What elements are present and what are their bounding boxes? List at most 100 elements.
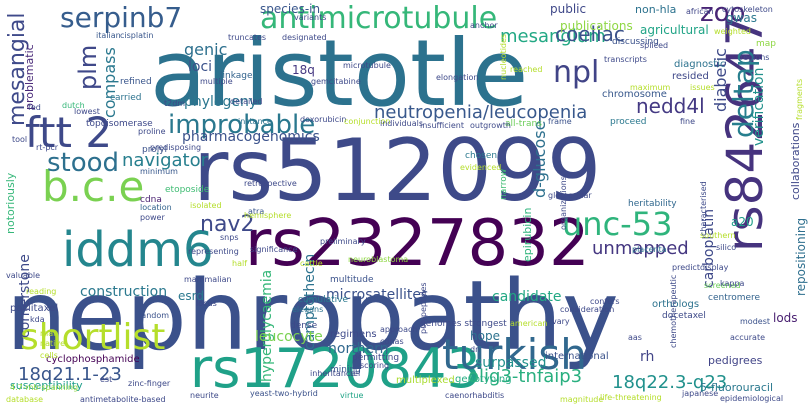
word-cloud-word: detailed (230, 97, 263, 106)
word-cloud-word: verification (751, 67, 767, 146)
word-cloud-word: species-in (260, 2, 321, 16)
word-cloud-word: compass (100, 47, 119, 118)
word-cloud-word: cattle (300, 259, 323, 268)
word-cloud-word: notoriously (4, 172, 17, 234)
word-cloud-word: polypeptides (419, 282, 428, 334)
word-cloud-word: gemcitabine (311, 77, 361, 86)
word-cloud-word: multitude (330, 275, 374, 285)
word-cloud-word: diagnostic (674, 59, 726, 70)
word-cloud-word: resided (672, 71, 709, 82)
word-cloud-word: valuable (6, 271, 41, 280)
word-cloud-word: cdnas (380, 337, 404, 346)
word-cloud-word: lods (773, 311, 798, 325)
word-cloud-word: chosen (465, 151, 498, 161)
word-cloud-word: fed (28, 103, 41, 112)
word-cloud-word: non-hla (635, 3, 677, 16)
word-cloud-word: cytoskeleton (722, 5, 773, 14)
word-cloud-word: vary (552, 317, 570, 326)
word-cloud-word: southern (700, 231, 736, 240)
word-cloud-word: magnitude (560, 395, 604, 404)
word-cloud-word: stood (47, 148, 120, 178)
word-cloud-word: microsatellites (326, 287, 429, 303)
word-cloud-word: predict (672, 263, 700, 272)
word-cloud-word: half (232, 259, 248, 268)
word-cloud-word: neuroblastoma (348, 255, 409, 264)
word-cloud-word: discussing (612, 37, 659, 47)
word-cloud-word: aristotle (150, 20, 529, 127)
word-cloud-word: ftt 2 (25, 108, 113, 157)
word-cloud-word: reached (510, 65, 543, 74)
word-cloud-word: characterised (699, 181, 708, 236)
word-cloud-word: unmapped (592, 238, 689, 259)
word-cloud-word: navigator (122, 150, 209, 171)
word-cloud-word: diabetic (711, 48, 730, 112)
word-cloud-word: confers (590, 297, 620, 306)
word-cloud-word: atra (248, 207, 265, 216)
word-cloud-word: mammalian (184, 275, 232, 284)
word-cloud-word: rs1720843 (190, 337, 481, 400)
word-cloud-word: kappa (720, 279, 745, 288)
word-cloud-word: hemisphere (244, 211, 292, 220)
word-cloud-word: 5-fluorouracil (700, 381, 774, 394)
word-cloud-word: pedigrees (708, 354, 763, 367)
word-cloud-word: isolated (190, 201, 222, 210)
word-cloud-word: instance (238, 117, 272, 126)
word-cloud-word: surpassed (475, 355, 547, 371)
word-cloud-word: fine (680, 117, 696, 126)
word-cloud-word: publications (560, 19, 633, 33)
word-cloud-word: kda (30, 315, 45, 324)
word-cloud-word: proline (138, 127, 166, 136)
word-cloud-word: lowest (74, 107, 100, 116)
word-cloud-word: italian (96, 31, 121, 40)
word-cloud-word: serpinb7 (60, 1, 183, 34)
word-cloud-word: anchor (470, 21, 498, 30)
word-cloud-word: coeliac (555, 22, 625, 46)
word-cloud-word: truncates (228, 33, 267, 42)
word-cloud-word: linkage (220, 71, 253, 81)
word-cloud-word: accurate (730, 333, 766, 342)
word-cloud-word: virtue (340, 391, 364, 400)
word-cloud-word: agricultural (640, 23, 709, 37)
word-cloud-word: northern (328, 341, 389, 357)
word-cloud-word: frame (548, 117, 572, 126)
word-cloud-word: mesangium (500, 26, 606, 47)
word-cloud-word: neurite (190, 391, 219, 400)
word-cloud-word: cisplatin (120, 31, 154, 40)
word-cloud-word: narrow (499, 168, 509, 200)
word-cloud-word: genotyping (455, 374, 512, 385)
word-cloud-word: 18q22.3-q23 (612, 372, 728, 393)
word-cloud-word: rh (640, 349, 655, 365)
word-cloud-word: multiplexed (396, 375, 455, 386)
word-cloud-word: elegans (292, 305, 324, 314)
word-cloud-word: etoposide (165, 185, 210, 195)
word-cloud-word: cdna (140, 195, 162, 205)
word-cloud-word: african (686, 7, 714, 16)
word-cloud-word: hope (470, 329, 500, 343)
word-cloud-word: antimetabolite-based (80, 395, 166, 404)
word-cloud-word: conjunction (344, 117, 391, 126)
word-cloud-word: prolyl (142, 145, 168, 155)
word-cloud-word: scoring (360, 361, 390, 370)
word-cloud-word: spliced (640, 41, 669, 50)
word-cloud-word: unc-53 (562, 205, 673, 243)
word-cloud-word: gwas (726, 11, 758, 25)
word-cloud-word: heritability (628, 199, 677, 209)
word-cloud-word: iddm6 (62, 222, 214, 278)
word-cloud-word: consideration (560, 305, 615, 314)
word-cloud-word: 18q (292, 63, 315, 77)
word-cloud-word: locus (196, 299, 217, 308)
word-cloud-word: regions (740, 53, 770, 62)
word-cloud-word: nephropathy (6, 260, 619, 372)
word-cloud-word: approach (380, 325, 418, 334)
word-cloud-word: rs512099 (193, 121, 602, 221)
word-cloud-word: yeast-two-hybrid (250, 389, 318, 398)
word-cloud-word: 4.7-mb-spanning (10, 383, 79, 392)
word-cloud-word: cumulative (298, 295, 349, 305)
word-cloud-word: dn (470, 345, 481, 354)
word-cloud-word: nedd4l (636, 94, 705, 118)
word-cloud-word: repositioning (794, 217, 808, 296)
word-cloud-word: glomerular (548, 191, 592, 200)
word-cloud-word: olig3-tnfaip3 (468, 366, 583, 387)
word-cloud-word: location (140, 203, 172, 212)
